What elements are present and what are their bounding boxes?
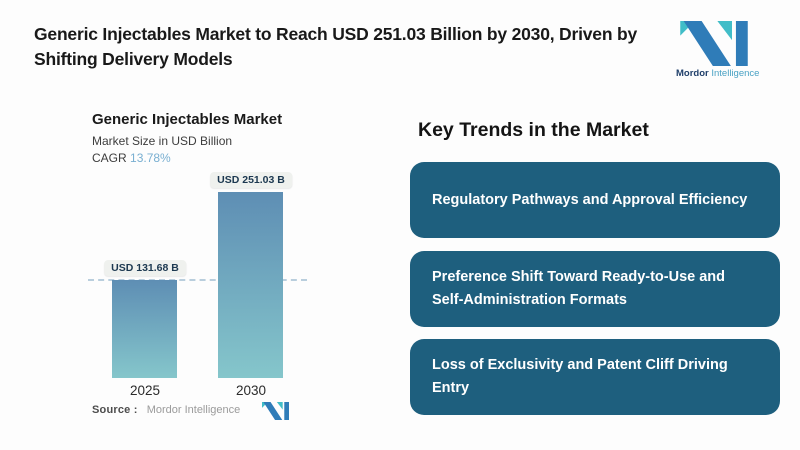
bar-2025 xyxy=(112,280,177,378)
source-label: Source : xyxy=(92,404,138,416)
chart-subtitle: Market Size in USD Billion xyxy=(92,134,233,148)
x-axis-label-2030: 2030 xyxy=(235,383,267,398)
brand-name-suffix: Intelligence xyxy=(711,68,760,79)
bar-value-label-2030: USD 251.03 B xyxy=(210,172,292,188)
trend-card-preference-shift: Preference Shift Toward Ready-to-Use and… xyxy=(410,251,780,327)
chart-cagr: CAGR 13.78% xyxy=(92,151,171,165)
mordor-logo-mini-icon xyxy=(262,402,289,420)
trends-heading: Key Trends in the Market xyxy=(418,119,649,141)
chart-title: Generic Injectables Market xyxy=(92,111,283,128)
trend-card-label: Loss of Exclusivity and Patent Cliff Dri… xyxy=(432,357,728,396)
trend-card-label: Preference Shift Toward Ready-to-Use and… xyxy=(432,269,726,308)
brand-logo-text: Mordor Intelligence xyxy=(676,68,759,79)
x-axis-label-2025: 2025 xyxy=(129,383,161,398)
bar-value-label-2025: USD 131.68 B xyxy=(104,260,186,276)
mordor-logo-icon xyxy=(680,21,748,66)
source-value: Mordor Intelligence xyxy=(146,404,241,416)
bar-2030 xyxy=(218,192,283,378)
trend-card-regulatory-pathways: Regulatory Pathways and Approval Efficie… xyxy=(410,162,780,238)
cagr-label: CAGR xyxy=(92,151,127,165)
cagr-value: 13.78% xyxy=(130,151,171,165)
brand-logo: Mordor Intelligence xyxy=(676,21,759,79)
reference-dashed-line xyxy=(88,279,307,281)
trend-card-loss-of-exclusivity: Loss of Exclusivity and Patent Cliff Dri… xyxy=(410,339,780,415)
brand-name: Mordor xyxy=(676,68,709,79)
trend-card-label: Regulatory Pathways and Approval Efficie… xyxy=(432,191,748,208)
page-title: Generic Injectables Market to Reach USD … xyxy=(34,24,638,69)
source-attribution: Source : Mordor Intelligence xyxy=(92,404,240,416)
